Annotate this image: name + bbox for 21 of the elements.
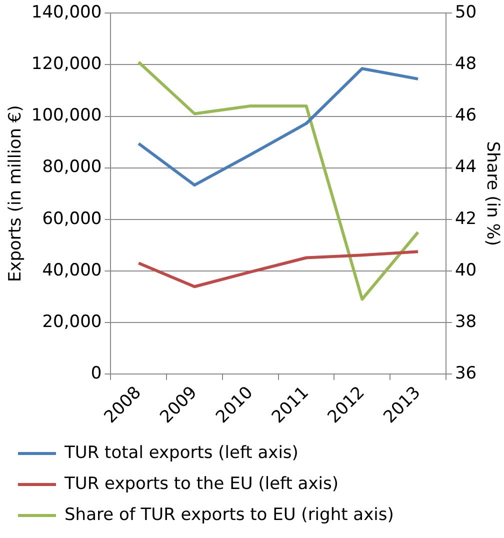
y2-tick-label: 36 [454,363,477,384]
y-tick-label: 40,000 [42,260,102,280]
y-tick-label: 80,000 [42,157,102,178]
y2-axis-title: Share (in %) [482,141,502,246]
y-tick-label: 140,000 [31,2,102,23]
legend-label: TUR total exports (left axis) [64,442,298,463]
y-tick-label: 120,000 [31,54,102,74]
legend-label: TUR exports to the EU (left axis) [64,474,338,494]
y2-tick-label: 38 [454,312,477,332]
y2-tick-label: 50 [454,2,477,23]
y-tick-label: 100,000 [31,106,102,126]
y2-tick-label: 44 [454,157,477,178]
y-tick-label: 60,000 [42,208,102,229]
y2-tick-label: 42 [454,208,477,229]
y-tick-label: 20,000 [42,312,102,332]
y-axis-title: Exports (in million €) [6,105,26,282]
y2-tick-label: 48 [454,54,477,74]
y2-tick-label: 46 [454,106,477,126]
y2-tick-label: 40 [454,260,477,280]
legend-label: Share of TUR exports to EU (right axis) [64,504,394,525]
y-tick-label: 0 [90,363,102,384]
